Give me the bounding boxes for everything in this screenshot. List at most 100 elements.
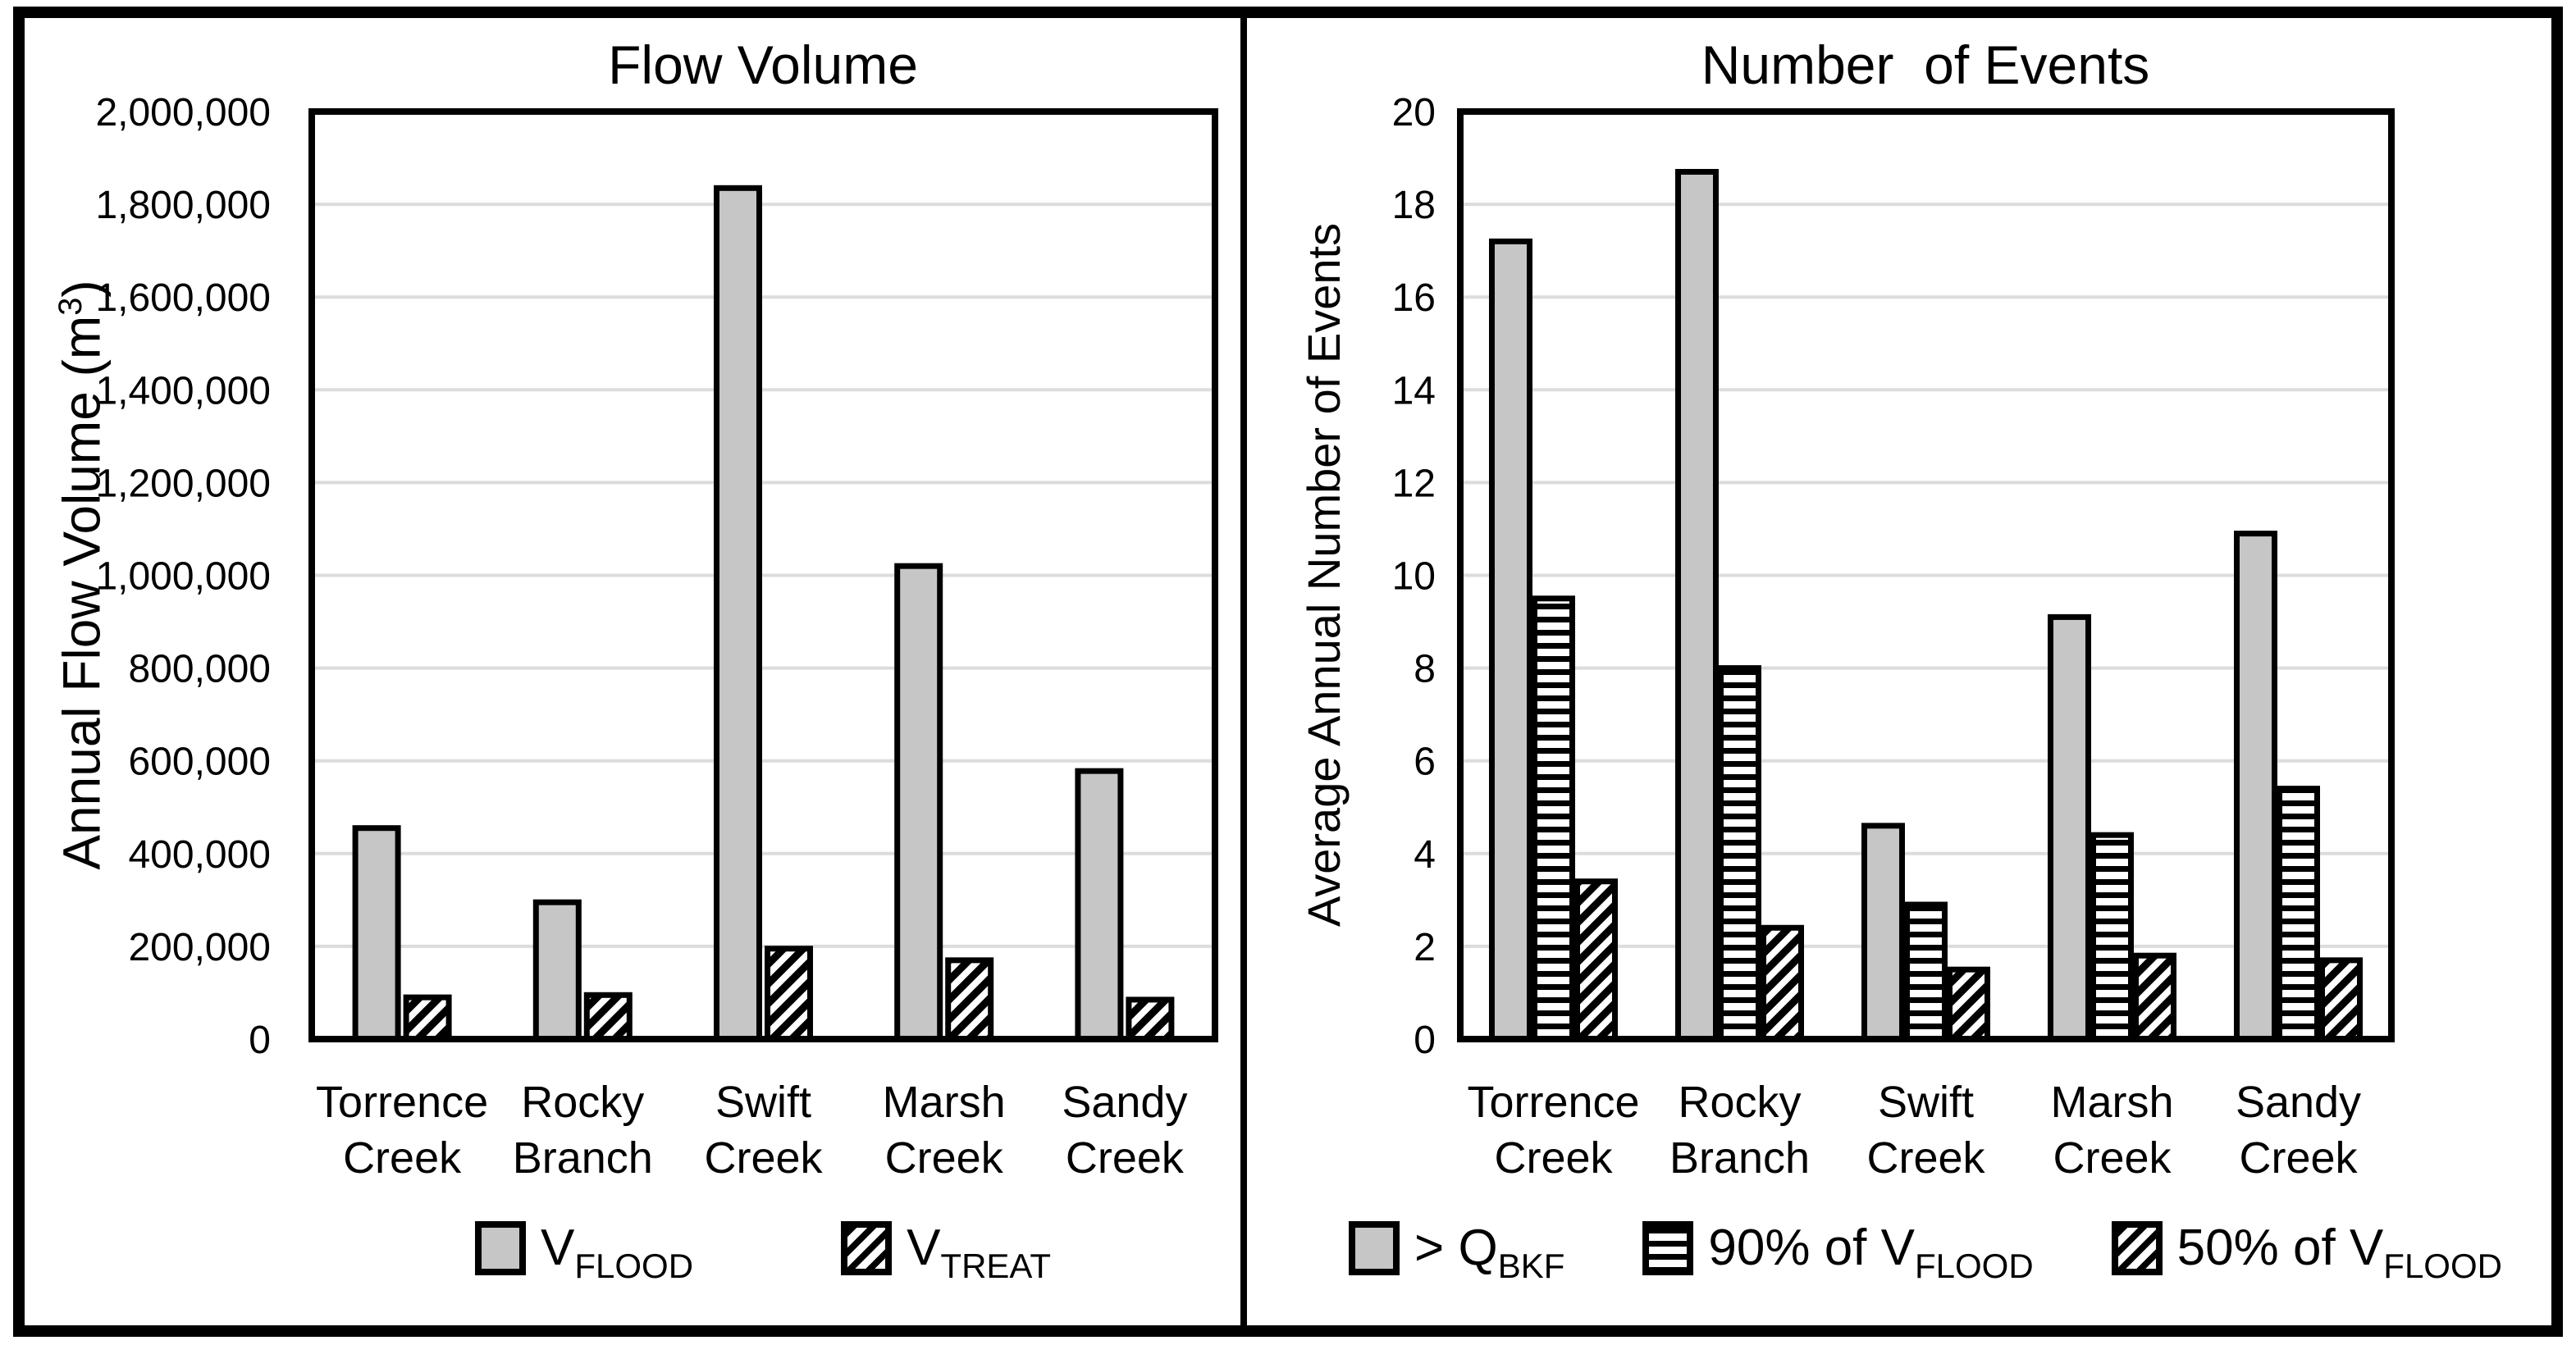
x-label-sandy-creek: Creek xyxy=(2239,1133,2358,1183)
legend-label-main: V xyxy=(1880,1220,1915,1276)
legend-label-main: V xyxy=(2349,1220,2384,1276)
y-tick-label: 12 xyxy=(1392,462,1436,505)
bar-50-of-vflood-sandy-creek xyxy=(2319,957,2363,1042)
x-label-torrence-creek: Creek xyxy=(343,1133,462,1183)
legend-label-subscript: FLOOD xyxy=(574,1247,694,1285)
legend-item-qbkf: > QBKF xyxy=(1349,1219,1565,1285)
bar-50-of-vflood-swift-creek xyxy=(1947,966,1990,1042)
bar-qbkf-sandy-creek xyxy=(2234,531,2277,1042)
legend-swatch-solid xyxy=(475,1220,527,1275)
x-label-marsh-creek: Creek xyxy=(885,1133,1004,1183)
x-label-torrence-creek: Torrence xyxy=(316,1078,488,1127)
bar-90-of-vflood-marsh-creek xyxy=(2090,832,2134,1042)
y-tick-label: 8 xyxy=(1414,648,1436,691)
bar-90-of-vflood-rocky-branch xyxy=(1718,665,1761,1042)
chart-title-number-of-events: Number of Events xyxy=(1701,34,2150,95)
legend-label-50-of-vflood: 50% of VFLOOD xyxy=(2176,1220,2502,1285)
x-label-swift-creek: Swift xyxy=(1878,1078,1974,1127)
x-label-rocky-branch: Rocky xyxy=(521,1078,644,1127)
panel-divider xyxy=(1240,18,1247,1325)
y-tick-label: 0 xyxy=(1414,1019,1436,1062)
bar-vflood-rocky-branch xyxy=(532,899,582,1042)
x-label-swift-creek: Swift xyxy=(715,1078,811,1127)
y-tick-label: 20 xyxy=(1392,91,1436,134)
legend-label-subscript: BKF xyxy=(1497,1247,1565,1285)
x-label-marsh-creek: Marsh xyxy=(883,1078,1006,1127)
superscript-3: 3 xyxy=(53,297,89,316)
legend-item-90-of-vflood: 90% of VFLOOD xyxy=(1642,1219,2034,1285)
y-axis-title-events: Average Annual Number of Events xyxy=(1298,222,1350,928)
x-label-marsh-creek: Creek xyxy=(2053,1133,2172,1183)
bar-vtreat-rocky-branch xyxy=(583,992,633,1042)
x-label-rocky-branch: Branch xyxy=(1669,1133,1810,1183)
legend-label-main: V xyxy=(541,1220,575,1276)
bar-qbkf-marsh-creek xyxy=(2048,613,2091,1042)
legend-label-vtreat: VTREAT xyxy=(907,1219,1051,1285)
bar-vflood-marsh-creek xyxy=(894,563,943,1042)
x-label-torrence-creek: Torrence xyxy=(1467,1078,1639,1127)
legend-label-subscript: TREAT xyxy=(940,1247,1051,1285)
legend-label-subscript: FLOOD xyxy=(2383,1247,2502,1285)
legend-label-main: V xyxy=(907,1220,941,1276)
x-label-sandy-creek: Creek xyxy=(1066,1133,1185,1183)
y-axis-title-flow-volume: Annual Flow Volume (m3) xyxy=(52,280,112,870)
y-tick-label: 1,200,000 xyxy=(95,462,271,505)
legend-item-vtreat: VTREAT xyxy=(841,1219,1051,1285)
plot-border xyxy=(308,108,1218,1042)
y-tick-label: 4 xyxy=(1414,833,1436,877)
chart-title-flow-volume: Flow Volume xyxy=(608,34,918,95)
bar-vflood-swift-creek xyxy=(714,185,762,1042)
y-tick-label: 1,600,000 xyxy=(95,276,271,320)
bar-50-of-vflood-rocky-branch xyxy=(1761,924,1804,1042)
plot-border xyxy=(1457,108,2395,1042)
y-tick-label: 400,000 xyxy=(128,833,271,877)
legend-label-qbkf: > QBKF xyxy=(1414,1220,1565,1285)
y-tick-label: 1,000,000 xyxy=(95,555,271,599)
legend-label-subscript: FLOOD xyxy=(1914,1247,2034,1285)
legend-flow-volume: VFLOOD VTREAT xyxy=(475,1219,1051,1285)
legend-swatch-solid xyxy=(1349,1220,1400,1275)
legend-label-vflood: VFLOOD xyxy=(541,1219,693,1285)
y-tick-label: 200,000 xyxy=(128,926,271,969)
y-tick-label: 16 xyxy=(1392,276,1436,320)
bar-vtreat-torrence-creek xyxy=(403,994,452,1042)
legend-item-50-of-vflood: 50% of VFLOOD xyxy=(2111,1219,2502,1285)
y-tick-label: 6 xyxy=(1414,741,1436,784)
x-label-marsh-creek: Marsh xyxy=(2050,1078,2173,1127)
bar-qbkf-torrence-creek xyxy=(1489,238,1532,1042)
y-tick-label: 10 xyxy=(1392,555,1436,599)
x-label-torrence-creek: Creek xyxy=(1494,1133,1613,1183)
bar-90-of-vflood-sandy-creek xyxy=(2277,786,2320,1042)
x-label-sandy-creek: Sandy xyxy=(1062,1078,1187,1127)
y-tick-label: 14 xyxy=(1392,369,1436,413)
x-label-sandy-creek: Sandy xyxy=(2236,1078,2361,1127)
legend-item-vflood: VFLOOD xyxy=(475,1219,693,1285)
legend-events: > QBKF 90% of VFLOOD 50% of VFLOOD xyxy=(1349,1219,2502,1285)
y-tick-label: 2 xyxy=(1414,926,1436,969)
bar-vflood-torrence-creek xyxy=(352,825,401,1042)
bar-qbkf-swift-creek xyxy=(1861,823,1905,1042)
x-label-rocky-branch: Branch xyxy=(513,1133,653,1183)
x-label-swift-creek: Creek xyxy=(1866,1133,1985,1183)
y-tick-label: 800,000 xyxy=(128,648,271,691)
bar-50-of-vflood-marsh-creek xyxy=(2133,952,2176,1042)
bar-50-of-vflood-torrence-creek xyxy=(1574,878,1618,1042)
bar-qbkf-rocky-branch xyxy=(1675,169,1719,1042)
bar-vtreat-marsh-creek xyxy=(945,957,994,1042)
legend-swatch-diagonal xyxy=(2111,1220,2163,1275)
legend-swatch-horizontal xyxy=(1642,1220,1694,1275)
y-tick-label: 600,000 xyxy=(128,741,271,784)
y-tick-label: 1,400,000 xyxy=(95,369,271,413)
x-label-rocky-branch: Rocky xyxy=(1678,1078,1801,1127)
legend-label-main: Q xyxy=(1458,1220,1498,1276)
bar-vtreat-sandy-creek xyxy=(1126,996,1175,1042)
bar-90-of-vflood-torrence-creek xyxy=(1532,595,1575,1042)
legend-label-90-of-vflood: 90% of VFLOOD xyxy=(1708,1220,2034,1285)
y-tick-label: 0 xyxy=(249,1019,271,1062)
y-tick-label: 2,000,000 xyxy=(95,91,271,134)
bar-vtreat-swift-creek xyxy=(765,946,813,1042)
legend-swatch-diagonal xyxy=(841,1220,893,1275)
figure-border xyxy=(13,7,2563,1337)
